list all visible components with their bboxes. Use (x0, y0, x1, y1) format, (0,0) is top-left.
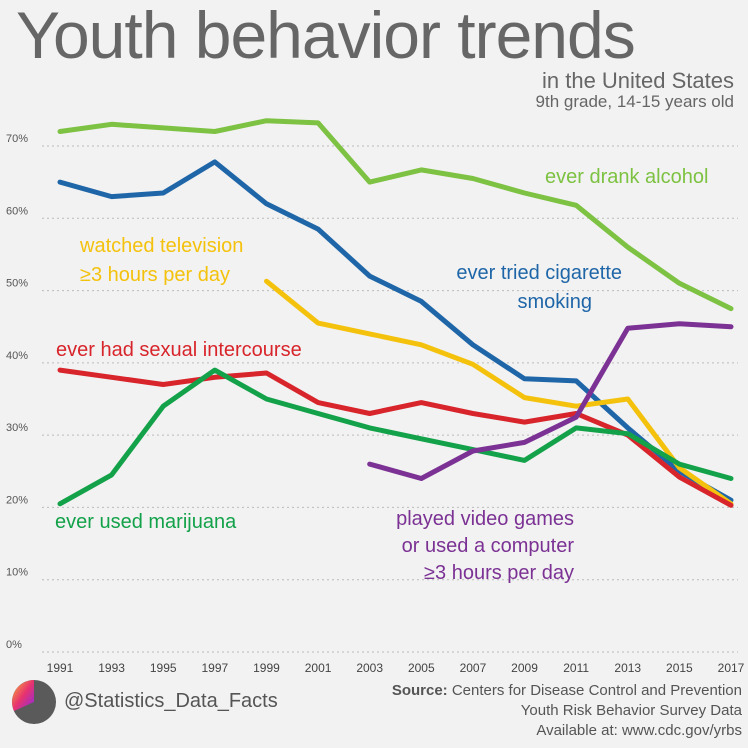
source-line2: Youth Risk Behavior Survey Data (520, 702, 742, 719)
y-tick-label: 60% (6, 205, 28, 217)
y-tick-label: 30% (6, 422, 28, 434)
series-line-5 (367, 321, 734, 481)
x-tick-label: 2007 (460, 661, 487, 675)
label-marijuana: ever used marijuana (55, 511, 237, 533)
series-line-1 (57, 159, 734, 503)
x-tick-label: 2005 (408, 661, 435, 675)
x-tick-label: 2003 (356, 661, 383, 675)
label-cigarette-line2: smoking (518, 291, 592, 313)
series-line-4 (57, 367, 734, 507)
label-cigarette-line1: ever tried cigarette (456, 262, 622, 284)
label-television-line1: watched television (79, 235, 243, 257)
source-text: Centers for Disease Control and Preventi… (451, 682, 742, 699)
chart-subtitle-grade: 9th grade, 14-15 years old (535, 92, 734, 111)
series-line-2 (264, 278, 734, 507)
y-tick-label: 20% (6, 494, 28, 506)
label-videogames-line2: or used a computer (402, 535, 575, 557)
x-tick-label: 1997 (201, 661, 228, 675)
chart-subtitle: in the United States (541, 68, 734, 93)
x-tick-label: 1999 (253, 661, 280, 675)
y-tick-label: 50% (6, 278, 28, 290)
label-alcohol: ever drank alcohol (545, 166, 708, 188)
x-tick-label: 1991 (47, 661, 74, 675)
y-tick-label: 70% (6, 133, 28, 145)
x-axis-ticks: 1991 1993 1995 1997 1999 2001 2003 2005 2007 2009… (47, 661, 745, 675)
label-videogames-line1: played video games (396, 508, 574, 530)
series-line-0 (57, 118, 734, 312)
y-tick-label: 40% (6, 350, 28, 362)
source-line3: Available at: www.cdc.gov/yrbs (536, 722, 742, 739)
x-tick-label: 1993 (98, 661, 125, 675)
x-tick-label: 2001 (305, 661, 332, 675)
y-tick-label: 0% (6, 639, 22, 651)
label-television-line2: ≥3 hours per day (80, 264, 230, 286)
series-labels: ever drank alcohol ever tried cigarette … (55, 166, 708, 584)
x-tick-label: 2011 (563, 661, 589, 675)
label-sexual-intercourse: ever had sexual intercourse (56, 339, 302, 361)
source-label: Source: (391, 682, 448, 699)
series-lines (57, 118, 734, 508)
source-note: Source: Centers for Disease Control and … (392, 681, 742, 741)
chart-title: Youth behavior trends (16, 0, 636, 72)
author-handle: @Statistics_Data_Facts (64, 690, 278, 712)
x-tick-label: 2013 (614, 661, 641, 675)
label-videogames-line3: ≥3 hours per day (424, 562, 574, 584)
x-tick-label: 2017 (718, 661, 745, 675)
y-tick-label: 10% (6, 567, 28, 579)
y-axis-ticks: 0% 10% 20% 30% 40% 50% 60% 70% (6, 133, 28, 651)
grid-lines (42, 145, 738, 653)
x-tick-label: 2015 (666, 661, 693, 675)
pie-logo-icon (12, 680, 56, 724)
x-tick-label: 2009 (511, 661, 538, 675)
x-tick-label: 1995 (150, 661, 177, 675)
